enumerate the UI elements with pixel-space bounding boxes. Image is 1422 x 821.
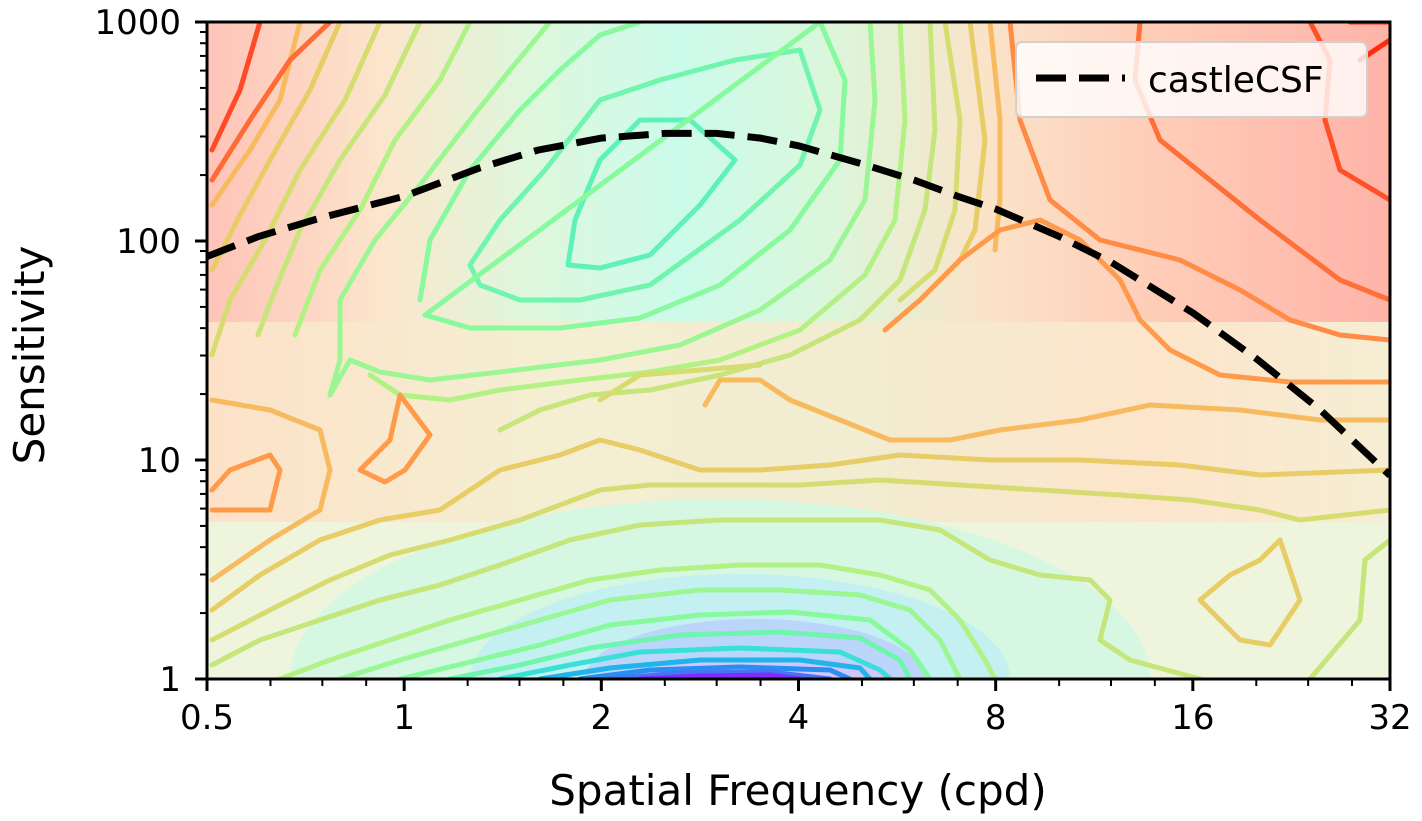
contour-line (277, 562, 998, 679)
y-tick-label: 100 (116, 222, 181, 262)
contour-fill-middle (207, 322, 1390, 522)
x-axis-title: Spatial Frequency (cpd) (549, 766, 1046, 815)
contour-line (702, 377, 1390, 443)
y-tick-label: 1 (159, 660, 181, 700)
contour-line (537, 657, 873, 679)
y-tick-label: 10 (138, 441, 181, 481)
contour-line (565, 117, 738, 271)
contour-line (1007, 22, 1390, 343)
x-tick-label: 0.5 (180, 698, 234, 738)
castleCSF-series-line (207, 129, 1390, 479)
legend-box (1015, 41, 1368, 118)
contour-line (209, 22, 988, 273)
legend: castleCSF (1015, 41, 1368, 118)
contour-line (209, 22, 963, 403)
contour-line (209, 22, 333, 183)
y-axis-title: Sensitivity (5, 246, 54, 465)
contour-line (1307, 537, 1390, 679)
contour-line (397, 609, 933, 679)
contour-line (292, 22, 908, 403)
contour-line (209, 452, 283, 513)
contour-line (417, 22, 848, 331)
contour-line (209, 477, 1390, 643)
contour-line (577, 664, 853, 679)
x-tick-label: 4 (788, 698, 810, 738)
x-tick-label: 1 (393, 698, 415, 738)
contour-line (209, 437, 1390, 613)
y-tick-label: 1000 (94, 3, 181, 43)
x-tick-label: 2 (591, 698, 613, 738)
contour-line (327, 22, 878, 398)
contour-line (882, 217, 1390, 385)
contour-line (209, 397, 333, 583)
contour-line (497, 645, 893, 679)
contour-line (337, 587, 963, 679)
legend-label-castleCSF: castleCSF (1148, 60, 1324, 101)
x-tick-label: 16 (1171, 698, 1214, 738)
contour-line (1197, 537, 1303, 648)
contour-line (447, 629, 913, 679)
x-tick-label: 32 (1368, 698, 1411, 738)
contour-line (357, 392, 433, 485)
contour-line (607, 669, 833, 679)
contour-line (209, 22, 263, 153)
contour-line (209, 517, 1203, 679)
x-tick-label: 8 (985, 698, 1007, 738)
